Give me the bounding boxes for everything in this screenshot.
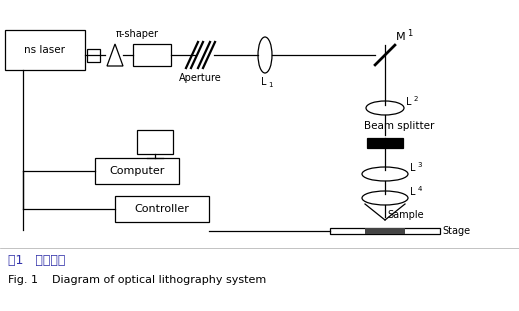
Text: Fig. 1    Diagram of optical lithography system: Fig. 1 Diagram of optical lithography sy… bbox=[8, 275, 266, 285]
Text: 图1   光刻系统: 图1 光刻系统 bbox=[8, 254, 65, 267]
Text: Sample: Sample bbox=[387, 210, 424, 220]
Polygon shape bbox=[107, 44, 123, 66]
Text: 1: 1 bbox=[407, 30, 413, 39]
Bar bbox=[87, 49, 100, 62]
Text: ns laser: ns laser bbox=[24, 45, 65, 55]
Text: Computer: Computer bbox=[110, 166, 165, 176]
Text: L: L bbox=[410, 187, 416, 197]
Text: 2: 2 bbox=[414, 96, 418, 102]
Text: M: M bbox=[396, 32, 406, 42]
Text: Beam splitter: Beam splitter bbox=[364, 121, 434, 131]
Bar bbox=[330, 228, 440, 234]
Text: 3: 3 bbox=[418, 162, 422, 168]
Bar bbox=[115, 196, 209, 222]
Ellipse shape bbox=[362, 167, 408, 181]
Ellipse shape bbox=[366, 101, 404, 115]
Bar bbox=[5, 30, 85, 70]
Text: Aperture: Aperture bbox=[179, 73, 222, 83]
Text: 1: 1 bbox=[268, 82, 272, 88]
Bar bbox=[367, 138, 403, 148]
Bar bbox=[365, 228, 405, 234]
Text: L: L bbox=[410, 163, 416, 173]
Text: π-shaper: π-shaper bbox=[116, 29, 158, 39]
Bar bbox=[137, 130, 173, 154]
Bar bbox=[133, 44, 171, 66]
Text: 4: 4 bbox=[418, 186, 422, 192]
Bar bbox=[95, 158, 179, 184]
Text: Controller: Controller bbox=[134, 204, 189, 214]
Text: Stage: Stage bbox=[442, 226, 470, 236]
Text: L: L bbox=[406, 97, 412, 107]
Ellipse shape bbox=[362, 191, 408, 205]
Text: L: L bbox=[261, 77, 267, 87]
Ellipse shape bbox=[258, 37, 272, 73]
